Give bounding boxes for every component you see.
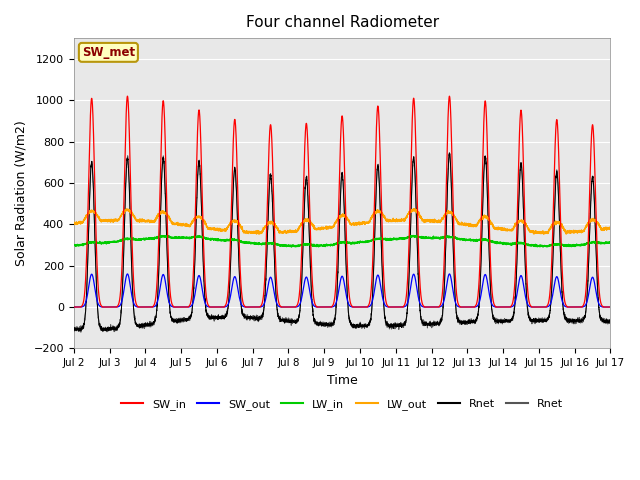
Legend: SW_in, SW_out, LW_in, LW_out, Rnet, Rnet: SW_in, SW_out, LW_in, LW_out, Rnet, Rnet (116, 394, 568, 414)
Y-axis label: Solar Radiation (W/m2): Solar Radiation (W/m2) (15, 120, 28, 266)
Text: SW_met: SW_met (82, 46, 135, 59)
X-axis label: Time: Time (327, 373, 358, 387)
Title: Four channel Radiometer: Four channel Radiometer (246, 15, 438, 30)
